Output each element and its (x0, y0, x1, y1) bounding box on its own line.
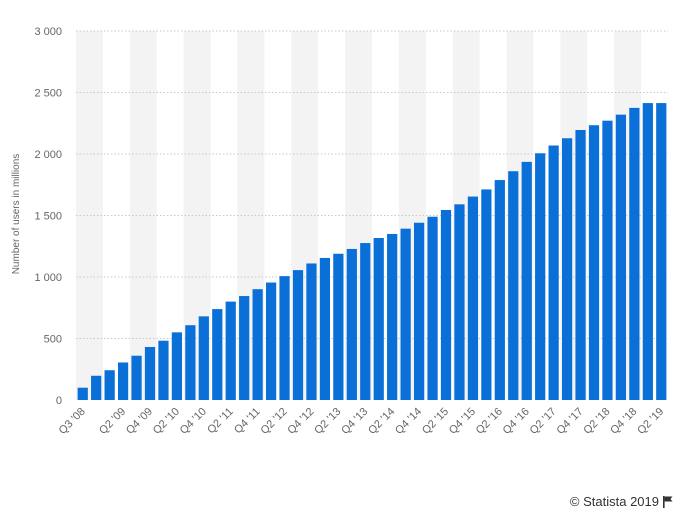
bar[interactable] (508, 171, 519, 400)
x-tick-label: Q4 '17 (554, 406, 585, 437)
flag-icon (663, 495, 673, 508)
x-tick-label: Q4 '18 (608, 406, 639, 437)
bar[interactable] (561, 138, 573, 401)
bar[interactable] (535, 153, 546, 400)
y-tick-label: 0 (56, 395, 62, 407)
bar[interactable] (440, 209, 452, 400)
bar[interactable] (656, 103, 667, 400)
x-tick-label: Q4 '14 (393, 406, 424, 437)
x-tick-label: Q2 '19 (635, 406, 666, 437)
bar[interactable] (387, 233, 398, 400)
bar[interactable] (306, 263, 317, 400)
x-tick-label: Q2 '09 (97, 406, 128, 437)
x-tick-label: Q2 '10 (151, 406, 182, 437)
bar[interactable] (131, 355, 142, 400)
bar[interactable] (279, 276, 290, 400)
bar[interactable] (588, 125, 600, 400)
bar[interactable] (198, 316, 209, 400)
y-tick-label: 1 500 (34, 211, 62, 223)
bar[interactable] (360, 243, 371, 400)
x-tick-label: Q4 '15 (447, 406, 478, 437)
bar-series (77, 103, 667, 401)
bar[interactable] (481, 189, 492, 400)
x-tick-label: Q2 '17 (528, 406, 559, 437)
y-tick-label: 500 (44, 334, 62, 346)
x-tick-label: Q4 '12 (285, 406, 316, 437)
bar[interactable] (77, 387, 88, 400)
bar[interactable] (265, 282, 277, 400)
bar[interactable] (91, 375, 102, 400)
bar[interactable] (575, 130, 586, 400)
bar[interactable] (252, 289, 263, 400)
x-tick-label: Q4 '10 (178, 406, 209, 437)
y-tick-label: 1 000 (34, 272, 62, 284)
credit-text: © Statista 2019 (569, 494, 659, 509)
bar[interactable] (494, 180, 505, 400)
bar[interactable] (144, 346, 156, 400)
y-tick-label: 2 000 (34, 149, 62, 161)
x-tick-label: Q2 '18 (581, 406, 612, 437)
bar[interactable] (185, 325, 196, 400)
bar[interactable] (467, 196, 479, 400)
y-tick-label: 3 000 (34, 26, 62, 38)
bar[interactable] (400, 228, 411, 400)
x-tick-label: Q2 '16 (474, 406, 505, 437)
bar[interactable] (629, 107, 640, 400)
bar[interactable] (225, 301, 236, 400)
bar[interactable] (104, 370, 115, 400)
bar[interactable] (602, 120, 613, 401)
x-tick-label: Q2 '13 (312, 406, 343, 437)
y-axis-ticks: 0 500 1 000 1 500 2 000 2 500 3 000 (34, 26, 62, 407)
x-tick-label: Q4 '09 (124, 406, 155, 437)
bar[interactable] (319, 257, 331, 400)
bar[interactable] (292, 270, 304, 400)
x-tick-label: Q2 '15 (420, 406, 451, 437)
bar[interactable] (454, 204, 465, 400)
bar[interactable] (642, 103, 653, 400)
x-tick-label: Q2 '12 (258, 406, 289, 437)
source-credit[interactable]: © Statista 2019 (570, 494, 673, 509)
bar[interactable] (212, 309, 223, 400)
bar[interactable] (171, 332, 183, 400)
bar[interactable] (521, 161, 532, 400)
x-tick-label: Q3 '08 (57, 406, 88, 437)
x-tick-label: Q2 '14 (366, 406, 397, 437)
bar[interactable] (117, 362, 129, 400)
bar[interactable] (427, 216, 438, 400)
x-tick-label: Q4 '16 (501, 406, 532, 437)
bar[interactable] (158, 340, 169, 400)
x-tick-label: Q4 '11 (232, 406, 263, 437)
x-tick-label: Q4 '13 (339, 406, 370, 437)
bar[interactable] (239, 296, 250, 400)
y-axis-title: Number of users in millions (11, 154, 22, 275)
y-tick-label: 2 500 (34, 88, 62, 100)
bar[interactable] (346, 248, 357, 400)
bar[interactable] (615, 114, 627, 400)
bar[interactable] (373, 238, 384, 400)
bar[interactable] (548, 145, 559, 400)
x-tick-label: Q2 '11 (205, 406, 236, 437)
bar[interactable] (413, 222, 425, 400)
bar[interactable] (333, 253, 344, 400)
